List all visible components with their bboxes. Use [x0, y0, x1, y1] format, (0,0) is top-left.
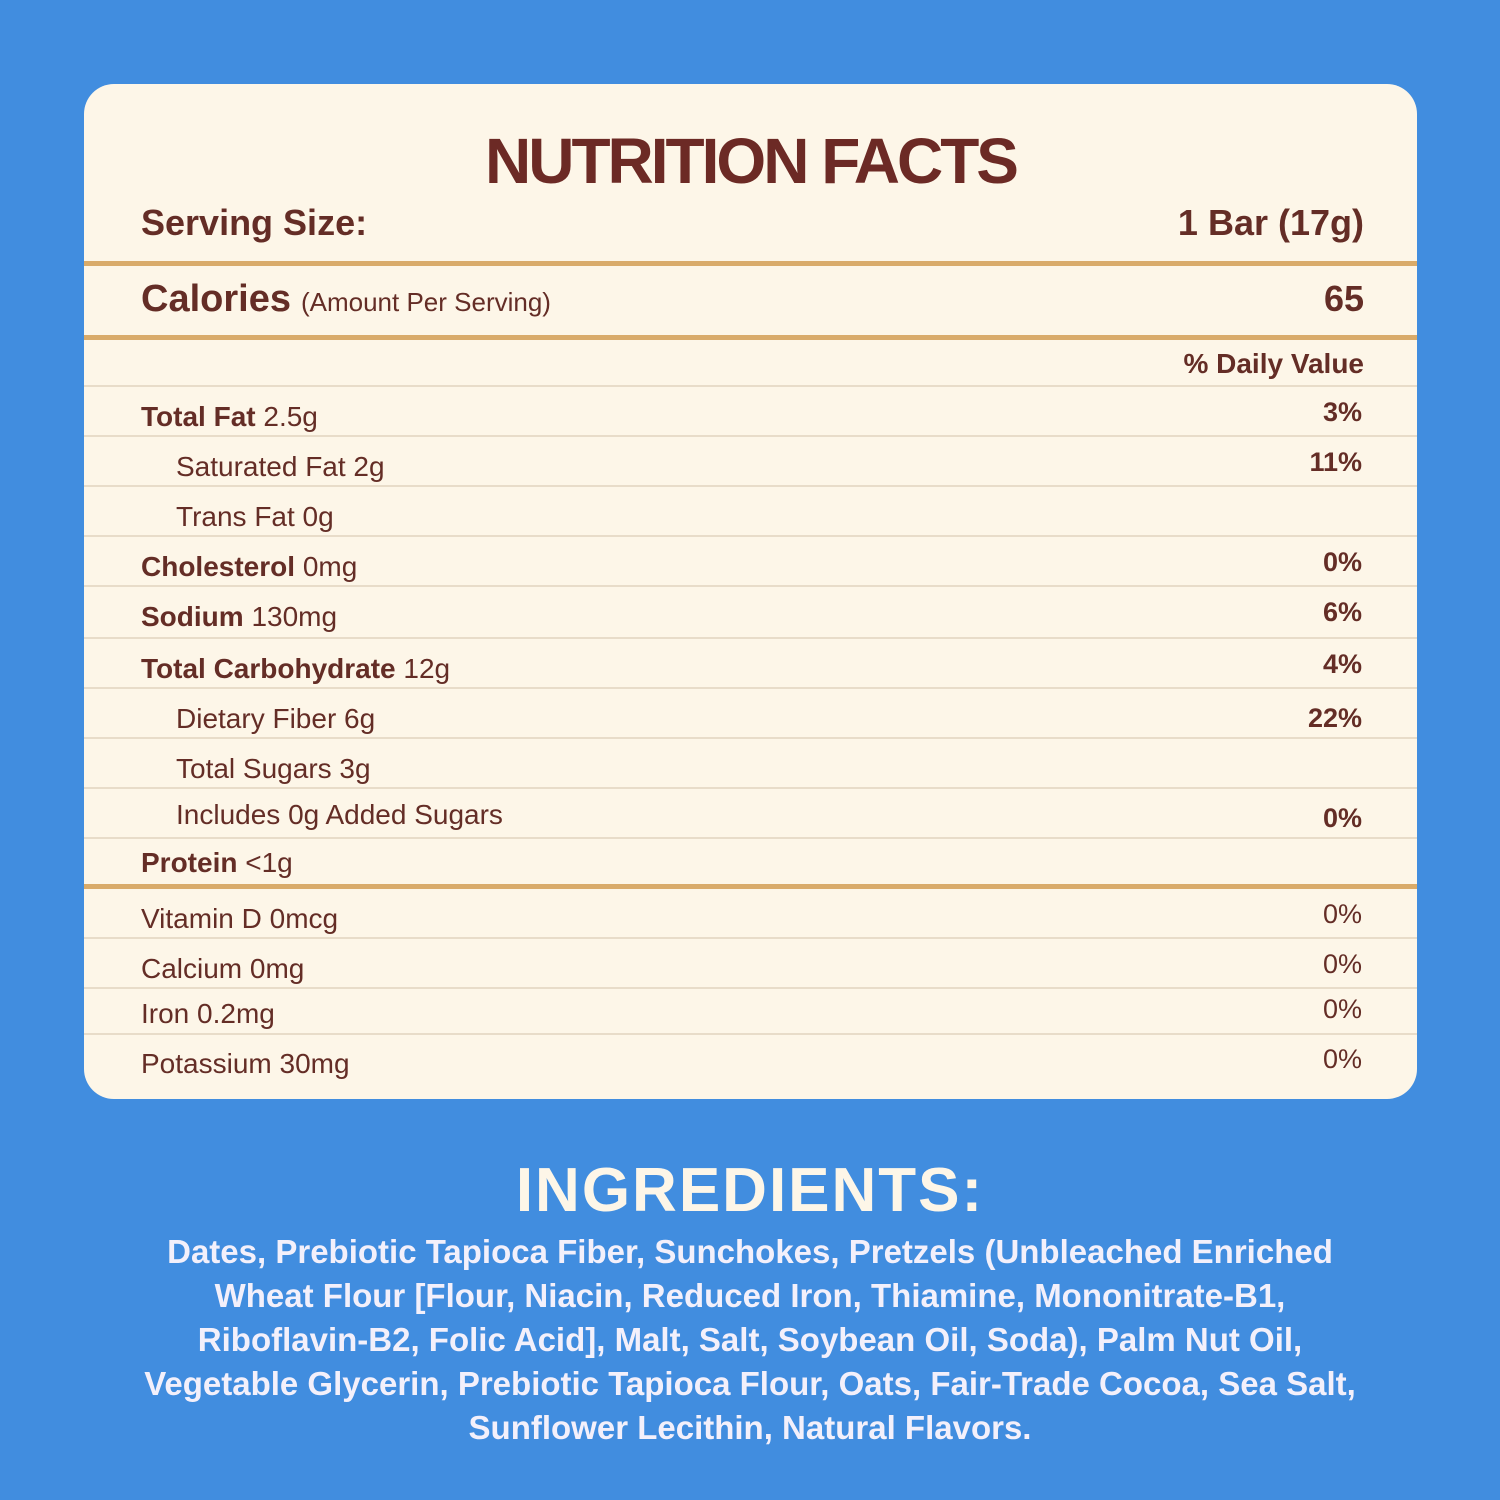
- nutrient-row-trans-fat: Trans Fat 0g: [141, 487, 1364, 537]
- divider-thin: [84, 585, 1417, 587]
- nutrient-amount: 12g: [403, 653, 451, 684]
- ingredients-text: Dates, Prebiotic Tapioca Fiber, Sunchoke…: [144, 1233, 1356, 1446]
- nutrient-name: Includes 0g Added Sugars: [176, 799, 503, 830]
- calories-value: 65: [1323, 278, 1364, 319]
- divider-thin: [84, 787, 1417, 789]
- nutrient-name: Sodium: [141, 601, 244, 632]
- nutrient-name: Cholesterol: [141, 551, 296, 582]
- divider-thick: [84, 261, 1417, 266]
- serving-size-value: 1 Bar (17g): [1177, 202, 1364, 243]
- divider-thin: [84, 737, 1417, 739]
- vitamin-name: Calcium 0mg: [141, 953, 305, 984]
- divider-thin: [84, 435, 1417, 437]
- vitamin-daily-value: 0%: [1322, 949, 1362, 979]
- serving-size-label: Serving Size:: [141, 202, 368, 243]
- divider-thin: [84, 385, 1417, 387]
- vitamin-daily-value: 0%: [1322, 994, 1362, 1024]
- divider-thick: [84, 884, 1417, 889]
- divider-thin: [84, 687, 1417, 689]
- vitamin-row-vitamin-d: Vitamin D 0mcg 0%: [141, 889, 1364, 939]
- nutrient-daily-value: 0%: [1322, 803, 1362, 833]
- nutrient-amount: 130mg: [251, 601, 338, 632]
- divider-thin: [84, 987, 1417, 989]
- divider-thin: [84, 637, 1417, 639]
- daily-value-header: % Daily Value: [1183, 348, 1364, 379]
- ingredients-title: INGREDIENTS:: [515, 1156, 985, 1225]
- divider-thin: [84, 837, 1417, 839]
- nutrient-daily-value: 4%: [1322, 649, 1362, 679]
- nutrient-name: Trans Fat 0g: [176, 501, 334, 532]
- nutrient-daily-value: 6%: [1322, 597, 1362, 627]
- nutrient-row-saturated-fat: Saturated Fat 2g 11%: [141, 437, 1364, 487]
- nutrient-amount: 2.5g: [263, 401, 318, 432]
- nutrient-row-protein: Protein <1g: [141, 837, 1364, 887]
- vitamin-daily-value: 0%: [1322, 1044, 1362, 1074]
- nutrient-row-total-sugars: Total Sugars 3g: [141, 739, 1364, 789]
- nutrient-name: Total Fat: [141, 401, 256, 432]
- divider-thin: [84, 937, 1417, 939]
- vitamin-daily-value: 0%: [1322, 899, 1362, 929]
- nutrient-row-total-fat: Total Fat 2.5g 3%: [141, 387, 1364, 437]
- nutrient-name: Total Carbohydrate: [141, 653, 396, 684]
- nutrient-name: Total Sugars 3g: [176, 753, 371, 784]
- nutrient-name: Protein: [141, 847, 238, 878]
- divider-thin: [84, 535, 1417, 537]
- nutrient-row-total-carbohydrate: Total Carbohydrate 12g 4%: [141, 639, 1364, 689]
- divider-thin: [84, 1033, 1417, 1035]
- vitamin-name: Iron 0.2mg: [141, 998, 275, 1029]
- nutrient-row-dietary-fiber: Dietary Fiber 6g 22%: [141, 689, 1364, 739]
- serving-size-row: Serving Size: 1 Bar (17g): [141, 202, 1364, 244]
- calories-row: Calories (Amount Per Serving) 65: [141, 278, 1364, 321]
- nutrient-name: Saturated Fat 2g: [176, 451, 385, 482]
- vitamin-row-potassium: Potassium 30mg 0%: [141, 1034, 1364, 1084]
- divider-thick: [84, 335, 1417, 340]
- vitamin-name: Potassium 30mg: [141, 1048, 350, 1079]
- nutrient-row-cholesterol: Cholesterol 0mg 0%: [141, 537, 1364, 587]
- vitamin-row-iron: Iron 0.2mg 0%: [141, 984, 1364, 1034]
- vitamin-name: Vitamin D 0mcg: [141, 903, 339, 934]
- nutrition-facts-panel: NUTRITION FACTS Serving Size: 1 Bar (17g…: [84, 84, 1417, 1099]
- nutrient-daily-value: 22%: [1307, 703, 1362, 733]
- nutrient-amount: <1g: [245, 847, 293, 878]
- calories-note: (Amount Per Serving): [300, 287, 551, 317]
- nutrient-row-added-sugars: Includes 0g Added Sugars 0%: [141, 789, 1364, 839]
- calories-label: Calories: [141, 278, 291, 320]
- nutrient-daily-value: 0%: [1322, 547, 1362, 577]
- nutrient-daily-value: 11%: [1309, 447, 1362, 477]
- vitamin-row-calcium: Calcium 0mg 0%: [141, 939, 1364, 989]
- nutrition-facts-title: NUTRITION FACTS: [485, 125, 1019, 197]
- nutrient-row-sodium: Sodium 130mg 6%: [141, 587, 1364, 637]
- divider-thin: [84, 485, 1417, 487]
- nutrient-amount: 0mg: [302, 551, 358, 582]
- nutrient-name: Dietary Fiber 6g: [176, 703, 376, 734]
- nutrient-daily-value: 3%: [1322, 397, 1362, 427]
